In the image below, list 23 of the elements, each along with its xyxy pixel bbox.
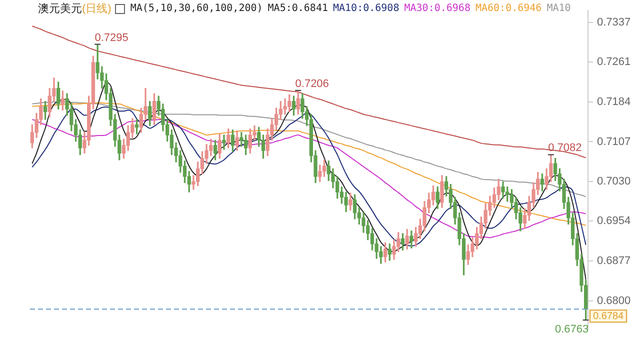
candlestick bbox=[222, 134, 226, 150]
text: MA5:0.6841 bbox=[268, 3, 328, 14]
text: MA30:0.6968 bbox=[404, 3, 470, 14]
text: MA60:0.6946 bbox=[475, 3, 542, 14]
ref-line-label: 0.6784 bbox=[593, 310, 624, 322]
y-tick-label: 0.6800 bbox=[597, 294, 631, 307]
text: MA10 bbox=[546, 3, 571, 14]
annotation: 0.7295 bbox=[94, 32, 128, 44]
y-tick-label: 0.7261 bbox=[597, 56, 631, 68]
chart-title: 澳元美元 bbox=[38, 2, 82, 16]
y-tick-label: 0.7184 bbox=[597, 96, 631, 108]
annotation: 0.7206 bbox=[295, 78, 329, 90]
legend-title: MA(5,10,30,60,100,200) bbox=[130, 3, 263, 14]
y-tick-label: 0.7337 bbox=[597, 16, 631, 29]
line-series bbox=[32, 26, 586, 158]
chart-subtitle: (日线) bbox=[82, 2, 112, 16]
y-tick-label: 0.6954 bbox=[597, 215, 631, 228]
y-tick-label: 0.7107 bbox=[597, 136, 631, 148]
y-tick-label: 0.6877 bbox=[597, 255, 631, 268]
annotation: 0.6763 bbox=[554, 324, 589, 336]
text: MA10:0.6908 bbox=[333, 3, 400, 14]
annotation: 0.7082 bbox=[548, 142, 582, 154]
y-tick-label: 0.7030 bbox=[597, 176, 631, 188]
